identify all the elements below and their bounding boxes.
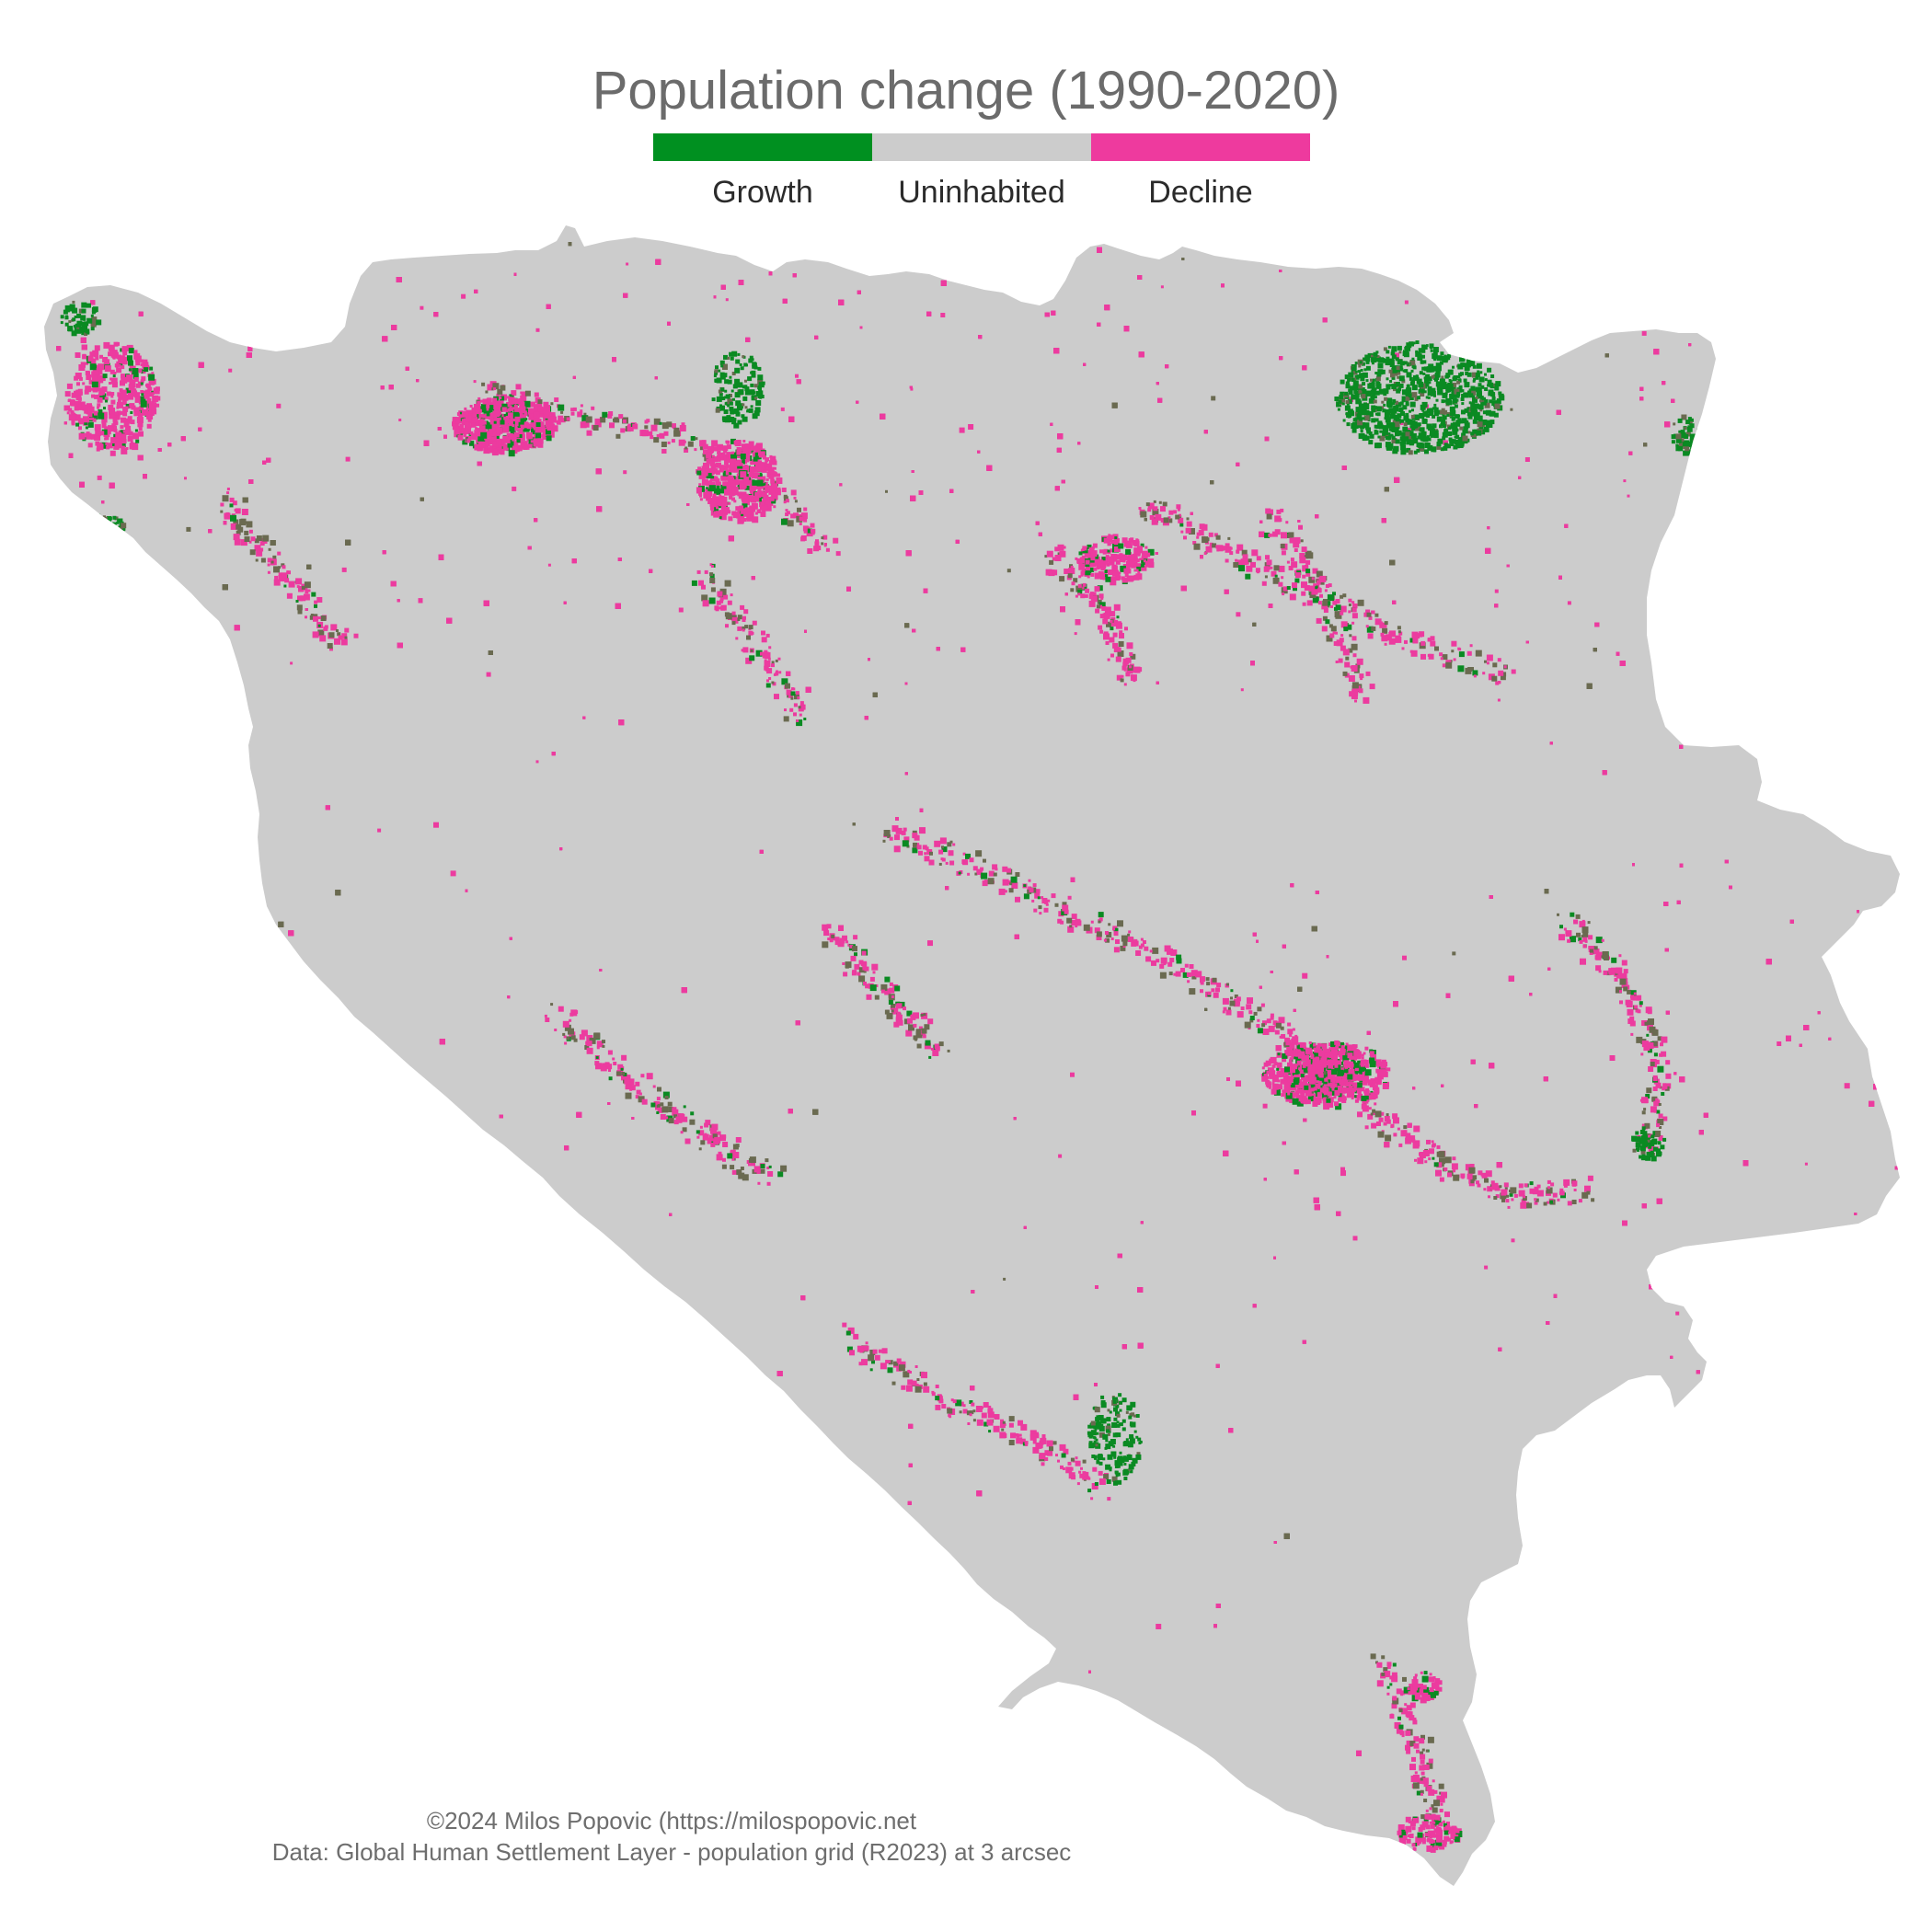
legend: Growth Uninhabited Decline bbox=[653, 133, 1310, 216]
settlement-cells bbox=[56, 242, 1899, 1853]
legend-label-decline: Decline bbox=[1148, 175, 1253, 210]
legend-swatch-growth bbox=[653, 133, 872, 161]
legend-label-uninhabited: Uninhabited bbox=[898, 175, 1065, 210]
legend-label-growth: Growth bbox=[712, 175, 813, 210]
legend-swatch-decline bbox=[1091, 133, 1310, 161]
legend-swatch-uninhabited bbox=[872, 133, 1091, 161]
map-title: Population change (1990-2020) bbox=[592, 61, 1340, 121]
legend-item-uninhabited: Uninhabited bbox=[872, 133, 1091, 216]
source-caption: ©2024 Milos Popovic (https://milospopovi… bbox=[166, 1805, 1178, 1868]
legend-item-decline: Decline bbox=[1091, 133, 1310, 216]
copyright-line: ©2024 Milos Popovic (https://milospopovi… bbox=[426, 1807, 917, 1834]
data-source-line: Data: Global Human Settlement Layer - po… bbox=[271, 1838, 1072, 1866]
country-outline bbox=[44, 225, 1900, 1886]
legend-item-growth: Growth bbox=[653, 133, 872, 216]
